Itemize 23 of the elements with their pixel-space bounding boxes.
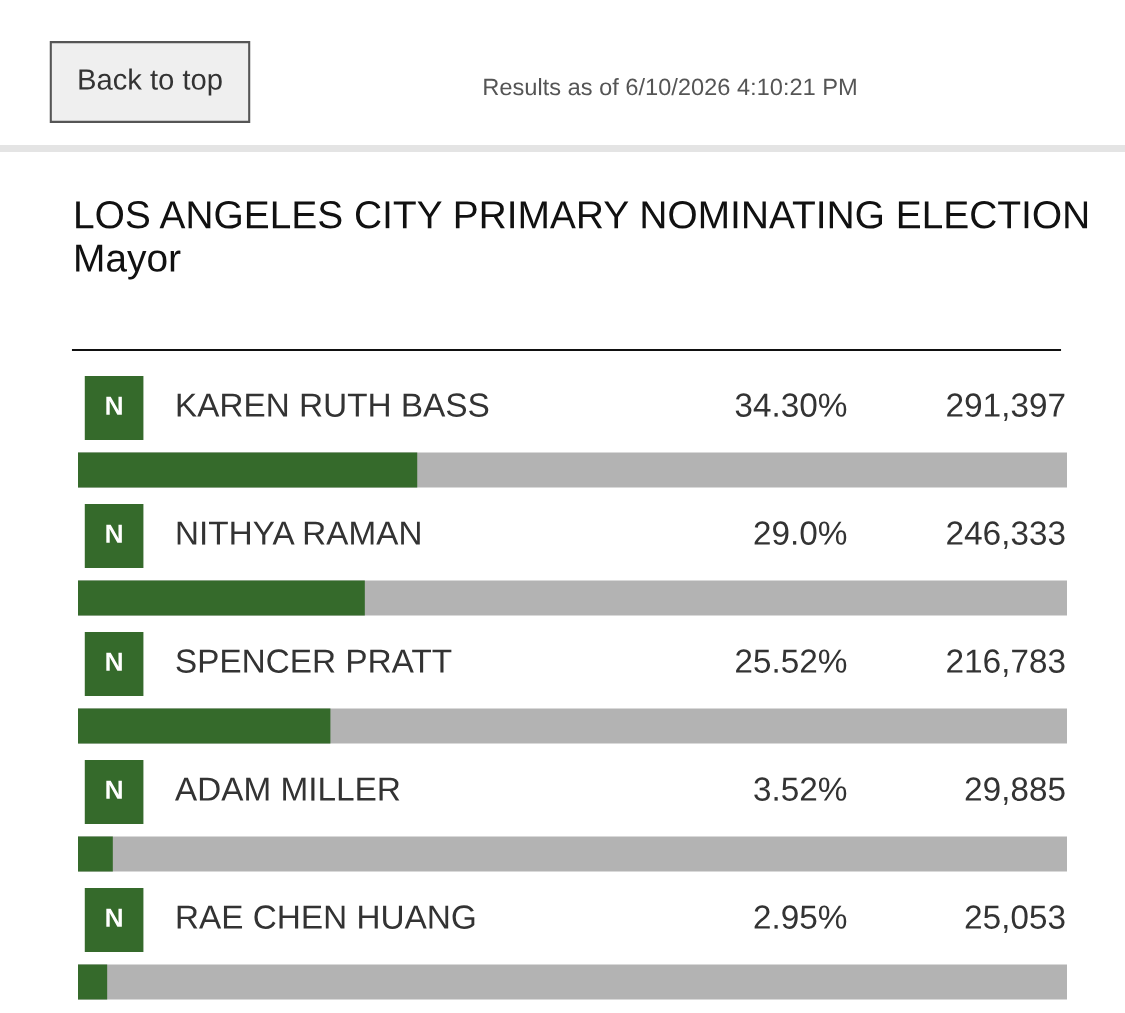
y-tick-label: ADAM MILLER: [174, 777, 400, 801]
y-tick-label: KAREN RUTH BASS: [177, 393, 489, 417]
data-label: 29.0%: [754, 521, 847, 545]
annotation: N: [106, 652, 122, 671]
annotation: N: [106, 524, 122, 543]
annotation: 291,397: [947, 393, 1065, 421]
data-label: 2.95%: [754, 905, 847, 929]
annotation: 25,053: [965, 905, 1065, 933]
y-tick-label: RAE CHEN HUANG: [177, 905, 475, 929]
text: Back to top: [79, 68, 222, 96]
data-label: 34.30%: [735, 393, 847, 417]
annotation: N: [106, 908, 122, 927]
chart-title: LOS ANGELES CITY PRIMARY NOMINATING ELECTION Mayor: [76, 201, 1088, 280]
annotation: 246,333: [947, 521, 1065, 549]
data-label: 25.52%: [736, 649, 847, 673]
annotation: 216,783: [947, 649, 1065, 677]
chart-subtitle: Results as of 6/10/2026 4:10:21 PM: [484, 78, 856, 96]
annotation: N: [106, 396, 122, 415]
annotation: 29,885: [965, 777, 1065, 805]
y-tick-label: SPENCER PRATT: [176, 649, 452, 673]
data-label: 3.52%: [754, 777, 847, 801]
annotation: N: [106, 780, 122, 799]
y-tick-label: NITHYA RAMAN: [177, 521, 420, 545]
